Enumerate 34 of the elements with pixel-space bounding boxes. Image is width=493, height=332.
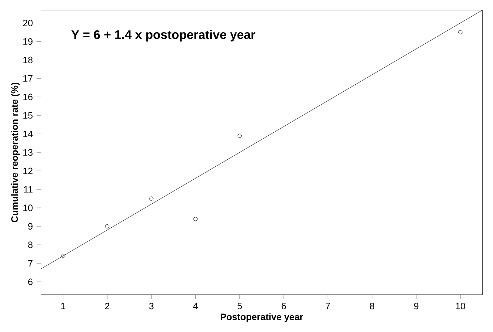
point [105,224,110,229]
point [458,30,463,35]
x-tick-label: 6 [282,302,286,310]
x-tick-label: 4 [193,302,198,310]
x-tick-label: 1 [61,302,66,310]
y-tick-label: 14 [24,130,33,138]
x-tick-label: 2 [105,302,110,310]
x-tick-label: 3 [149,302,154,310]
point [238,134,242,138]
y-tick-label: 8 [28,242,33,248]
y-tick-label: 10 [24,204,33,212]
x-tick-label: 7 [326,302,330,310]
y-tick-label: 7 [28,260,33,267]
y-tick-label: 17 [24,75,33,82]
y-tick-label: 9 [28,223,33,230]
x-axis-title: Postoperative year [221,314,304,322]
x-tick-label: 9 [414,302,419,310]
y-tick-label: 19 [24,38,33,45]
y-tick-label: 15 [24,112,33,119]
y-tick-label: 11 [24,186,33,193]
annotation: Y = 6 + 1.4 x postoperative year [72,30,256,42]
y-tick-label: 16 [24,94,33,100]
x-tick-label: 10 [456,302,466,310]
x-tick-label: 8 [370,302,375,310]
y-tick-label: 12 [24,168,33,174]
point [150,196,154,201]
point [61,254,66,258]
y-tick-label: 20 [23,20,33,26]
y-tick-label: 6 [28,278,33,286]
y-tick-label: 18 [24,56,33,64]
y-tick-label: 13 [24,149,33,156]
y-axis-title: Cumulative reoperation rate (%) [11,82,20,222]
point [194,217,198,222]
x-tick-label: 5 [238,302,242,310]
